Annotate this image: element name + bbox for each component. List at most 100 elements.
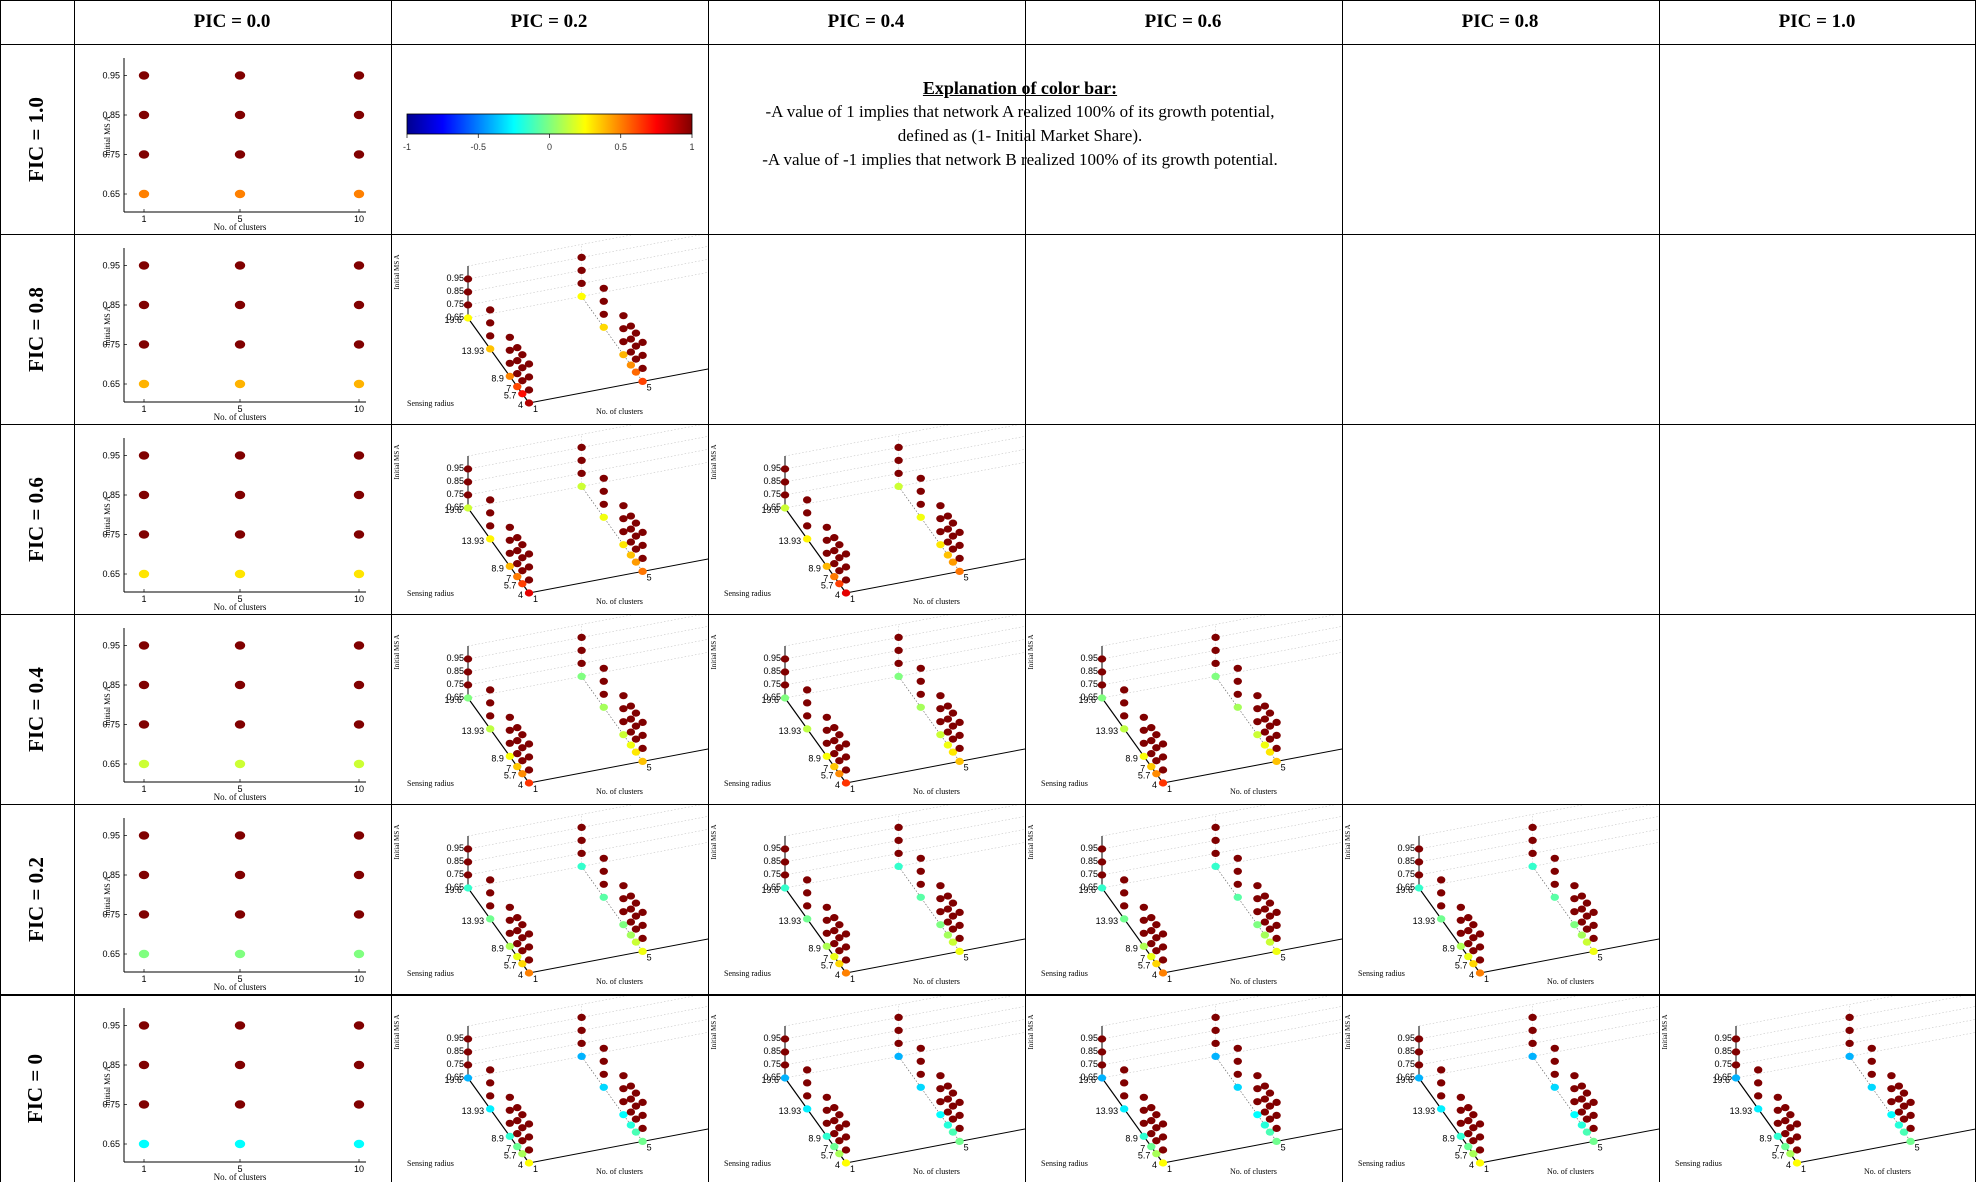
data-point — [948, 912, 958, 920]
panel-fic-0.8-pic-0.0: 0.65 0.75 0.85 0.95 1 5 10 No. of clusters Initi… — [74, 234, 391, 424]
data-point — [234, 261, 246, 270]
data-point — [1260, 892, 1270, 900]
data-point — [822, 1119, 832, 1127]
data-point — [619, 325, 628, 333]
y-tick-label: 0.65 — [102, 189, 120, 199]
grid-line — [467, 272, 708, 319]
data-point — [1464, 1143, 1473, 1151]
data-point — [948, 925, 958, 933]
data-point — [1272, 908, 1281, 916]
data-point — [631, 735, 641, 743]
data-point — [1456, 916, 1466, 924]
data-point — [1464, 927, 1473, 935]
data-point — [234, 150, 246, 159]
grid-line — [1101, 816, 1342, 863]
data-point — [841, 943, 851, 951]
data-point — [1528, 823, 1537, 831]
data-point — [513, 370, 522, 378]
data-point — [1731, 1061, 1741, 1069]
data-point — [1582, 938, 1592, 946]
data-point — [524, 1146, 534, 1154]
x-axis-label: No. of clusters — [913, 597, 960, 606]
y-tick-label: 0.75 — [102, 1100, 120, 1110]
x-tick-label: 10 — [354, 784, 364, 794]
data-point — [780, 491, 790, 499]
data-point — [485, 889, 495, 897]
y-axis-label: Initial MS A — [103, 686, 112, 726]
y-tick-label: 0.65 — [102, 1139, 120, 1149]
panel-fic-0.2-pic-0.2: 151045.778.913.9319.60.650.750.850.95Sen… — [391, 804, 708, 994]
z-tick-label: 0.75 — [763, 869, 781, 879]
data-point — [513, 573, 522, 581]
y-tick-label: 8.9 — [491, 563, 504, 573]
z-axis-label: Initial MS A — [710, 824, 718, 859]
data-point — [1781, 1130, 1790, 1138]
data-point — [638, 757, 647, 765]
y-tick-label: 4 — [835, 780, 840, 790]
data-point — [835, 1150, 844, 1158]
y-tick-label: 8.9 — [808, 563, 821, 573]
data-point — [631, 558, 641, 566]
data-point — [1589, 934, 1598, 942]
data-point — [638, 1124, 647, 1132]
data-point — [1436, 1079, 1446, 1087]
y-axis-label: Sensing radius — [724, 969, 771, 978]
y-tick-label: 4 — [1152, 1160, 1157, 1170]
data-point — [936, 882, 945, 890]
data-point — [1152, 1124, 1161, 1132]
z-tick-label: 0.95 — [763, 463, 781, 473]
data-point — [948, 519, 958, 527]
data-point — [138, 379, 150, 389]
data-point — [835, 554, 844, 562]
z-tick-label: 0.95 — [1080, 843, 1098, 853]
data-point — [513, 547, 522, 555]
z-tick-label: 0.75 — [446, 489, 464, 499]
grid-line — [784, 449, 1025, 496]
data-point — [463, 465, 473, 473]
data-point — [599, 1057, 608, 1065]
data-point — [1475, 956, 1485, 964]
data-point — [518, 554, 527, 562]
data-point — [1582, 912, 1592, 920]
data-point — [505, 333, 515, 341]
data-point — [577, 469, 586, 477]
data-point — [1265, 709, 1275, 717]
data-point — [780, 1074, 790, 1082]
data-point — [626, 1082, 636, 1090]
data-point — [1475, 943, 1485, 951]
grid-line — [467, 234, 638, 267]
grid-line — [1101, 626, 1342, 673]
z-tick-label: 0.75 — [1397, 869, 1415, 879]
y-tick-label: 0.65 — [102, 949, 120, 959]
grid-line — [784, 1032, 1025, 1079]
data-point — [353, 379, 365, 389]
y-tick-label: 0.95 — [102, 1021, 120, 1031]
z-tick-label: 0.65 — [446, 882, 464, 892]
data-point — [1589, 908, 1598, 916]
data-point — [916, 690, 925, 698]
data-point — [822, 523, 832, 531]
data-point — [353, 569, 365, 579]
z-tick-label: 0.65 — [1080, 1072, 1098, 1082]
grid-vline-6 — [1975, 0, 1976, 1182]
data-point — [638, 1137, 647, 1145]
scatter-plot: 151045.778.913.9319.60.650.750.850.95Sen… — [1027, 804, 1342, 986]
data-point — [1582, 1102, 1592, 1110]
data-point — [524, 766, 534, 774]
z-axis-label: Initial MS A — [393, 1014, 401, 1049]
data-point — [1139, 903, 1149, 911]
data-point — [138, 490, 150, 500]
data-point — [936, 1085, 945, 1093]
data-point — [463, 1035, 473, 1043]
y-tick-label: 8.9 — [1125, 1133, 1138, 1143]
z-tick-label: 0.95 — [1397, 843, 1415, 853]
z-axis-label: Initial MS A — [710, 1014, 718, 1049]
data-point — [524, 956, 534, 964]
data-point — [841, 1120, 851, 1128]
data-point — [1265, 1102, 1275, 1110]
data-point — [1139, 1119, 1149, 1127]
data-point — [1753, 1105, 1763, 1113]
data-point — [619, 1072, 628, 1080]
grid-hline-3 — [0, 614, 1975, 615]
grid-line — [784, 994, 955, 1027]
